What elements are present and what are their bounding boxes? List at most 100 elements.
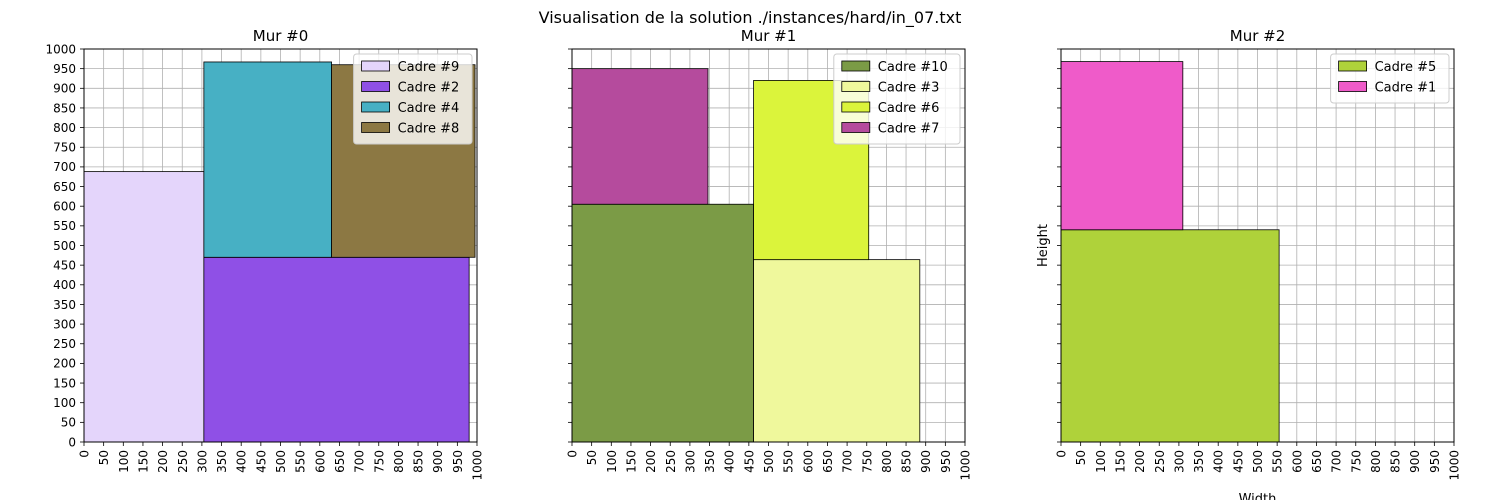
- chart-title: Mur #0: [253, 27, 309, 45]
- x-tick-label: 650: [1310, 450, 1324, 473]
- x-tick-label: 200: [156, 450, 170, 473]
- x-tick-label: 50: [585, 450, 599, 465]
- y-tick-label: 950: [53, 62, 76, 76]
- legend-swatch: [841, 81, 871, 92]
- legend-box: [353, 53, 473, 145]
- y-tick-label: 100: [53, 396, 76, 410]
- x-tick-label: 300: [683, 450, 697, 473]
- legend: Cadre #5 Cadre #1: [1330, 53, 1450, 104]
- chart-panel-1: 0 50 100 150 200 250 300 350 400 450 500 550 600 650 7…: [566, 27, 973, 481]
- x-tick-label: 150: [1113, 450, 1127, 473]
- legend-label: Cadre #7: [878, 122, 940, 137]
- x-tick-label: 900: [919, 450, 933, 473]
- y-tick-label: 350: [53, 298, 76, 312]
- y-tick-label: 550: [53, 219, 76, 233]
- frame-rect-2-0: [1060, 229, 1280, 443]
- x-tick-label: 100: [1094, 450, 1108, 473]
- legend-swatch: [841, 60, 871, 72]
- legend-label: Cadre #9: [398, 60, 460, 75]
- x-tick-label: 350: [215, 450, 229, 473]
- frame-rect-0-0: [83, 171, 205, 443]
- chart-panel-0: 0 50 100 150 200 250 300 350 400 450 500 550 600 650 7…: [45, 27, 484, 481]
- y-tick-label: 650: [53, 180, 76, 194]
- x-tick-label: 500: [1251, 450, 1265, 473]
- legend-label: Cadre #10: [878, 60, 948, 75]
- legend-label: Cadre #8: [398, 122, 460, 137]
- legend-label: Cadre #5: [1375, 60, 1437, 75]
- y-tick-label: 450: [53, 258, 76, 272]
- frame-rect-1-1: [753, 259, 921, 443]
- frame-rect-0-1: [203, 256, 470, 443]
- x-tick-label: 900: [431, 450, 445, 473]
- legend-swatch: [361, 101, 391, 113]
- legend-swatch: [1338, 81, 1367, 92]
- x-tick-label: 550: [294, 450, 308, 473]
- x-tick-label: 800: [880, 450, 894, 473]
- chart-title: Mur #1: [741, 27, 797, 45]
- legend-label: Cadre #6: [878, 101, 940, 116]
- y-tick-label: 400: [53, 278, 76, 292]
- x-tick-label: 50: [97, 450, 111, 465]
- legend-label: Cadre #1: [1375, 81, 1437, 96]
- x-tick-label: 650: [333, 450, 347, 473]
- y-tick-label: 800: [53, 121, 76, 135]
- panels: 0 50 100 150 200 250 300 350 400 450 500 550 600 650 7…: [45, 27, 1461, 500]
- x-tick-label: 850: [412, 450, 426, 473]
- x-tick-label: 600: [313, 450, 327, 473]
- frame-rect-2-1: [1060, 61, 1184, 231]
- x-tick-label: 450: [742, 450, 756, 473]
- x-tick-label: 950: [939, 450, 953, 473]
- x-tick-label: 150: [136, 450, 150, 473]
- x-tick-label: 0: [78, 450, 92, 458]
- x-tick-label: 650: [821, 450, 835, 473]
- x-axis-label: Width: [1239, 492, 1277, 500]
- legend-swatch: [361, 81, 391, 92]
- legend-swatch: [361, 122, 391, 133]
- x-tick-label: 300: [1172, 450, 1186, 473]
- chart-title: Mur #2: [1230, 27, 1286, 45]
- y-tick-label: 300: [53, 317, 76, 331]
- x-tick-label: 700: [353, 450, 367, 473]
- frame-rect-0-2: [203, 61, 332, 258]
- frame-rect-1-0: [571, 203, 754, 443]
- x-tick-label: 450: [254, 450, 268, 473]
- x-tick-label: 850: [900, 450, 914, 473]
- x-tick-label: 700: [841, 450, 855, 473]
- legend-label: Cadre #2: [398, 81, 460, 96]
- x-tick-label: 750: [1349, 450, 1363, 473]
- x-tick-label: 250: [664, 450, 678, 473]
- legend-swatch: [841, 122, 871, 133]
- y-tick-label: 500: [53, 239, 76, 253]
- y-tick-label: 750: [53, 141, 76, 155]
- x-tick-label: 1000: [1448, 450, 1462, 481]
- figure-title: Visualisation de la solution ./instances…: [539, 8, 962, 28]
- y-tick-label: 50: [61, 416, 76, 430]
- x-tick-label: 950: [1428, 450, 1442, 473]
- x-tick-label: 0: [566, 450, 580, 458]
- y-tick-label: 150: [53, 376, 76, 390]
- x-tick-label: 800: [392, 450, 406, 473]
- x-tick-label: 150: [624, 450, 638, 473]
- x-tick-label: 350: [1192, 450, 1206, 473]
- y-tick-label: 1000: [45, 42, 76, 56]
- x-tick-label: 350: [703, 450, 717, 473]
- x-tick-label: 750: [372, 450, 386, 473]
- x-tick-label: 300: [195, 450, 209, 473]
- chart-panel-2: 0 50 100 150 200 250 300 350 400 450 500 550 600 650 7…: [1036, 27, 1462, 500]
- x-tick-label: 400: [1212, 450, 1226, 473]
- x-tick-label: 1000: [471, 450, 485, 481]
- x-tick-label: 600: [801, 450, 815, 473]
- legend-swatch: [841, 101, 871, 113]
- x-tick-label: 200: [1133, 450, 1147, 473]
- x-tick-label: 1000: [959, 450, 973, 481]
- x-tick-label: 400: [235, 450, 249, 473]
- legend-swatch: [1338, 60, 1367, 72]
- x-tick-label: 600: [1290, 450, 1304, 473]
- x-tick-label: 850: [1389, 450, 1403, 473]
- y-tick-label: 0: [68, 435, 76, 449]
- x-tick-label: 950: [451, 450, 465, 473]
- x-tick-label: 750: [860, 450, 874, 473]
- x-tick-label: 900: [1408, 450, 1422, 473]
- x-tick-label: 550: [1271, 450, 1285, 473]
